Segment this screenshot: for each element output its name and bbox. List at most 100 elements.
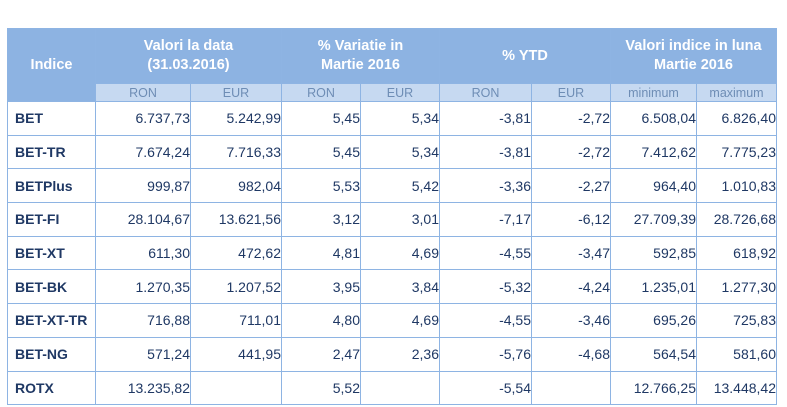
header-row: Indice Valori la data (31.03.2016) % Var… [7, 28, 777, 102]
table-cell: -4,55 [439, 303, 532, 338]
index-name: BET-XT [7, 235, 96, 271]
table-row: BETPlus 999,87 982,04 5,53 5,42 -3,36 -2,27 964… [7, 168, 777, 204]
table-cell: 592,85 [610, 235, 697, 271]
table-cell: 13.448,42 [696, 370, 777, 406]
table-cell: 5,34 [360, 101, 440, 136]
table-cell: -4,55 [439, 235, 532, 271]
table-cell: 441,95 [190, 336, 282, 372]
header-valori-luna: Valori indice in luna Martie 2016 [610, 28, 777, 84]
table-cell: 6.508,04 [610, 101, 697, 136]
table-row: BET-XT-TR 716,88 711,01 4,80 4,69 -4,55 -3,46 6… [7, 303, 777, 338]
table-cell: -2,27 [531, 168, 611, 204]
subheader-cell: EUR [190, 83, 282, 102]
table-cell: 1.277,30 [696, 269, 777, 305]
index-name: BET-BK [7, 269, 96, 305]
table-cell: 3,12 [281, 202, 361, 237]
table-cell: 711,01 [190, 303, 282, 338]
table-cell: -3,81 [439, 101, 532, 136]
table-cell: 564,54 [610, 336, 697, 372]
table-cell: 13.235,82 [95, 370, 191, 406]
table-cell: -3,81 [439, 134, 532, 170]
table-cell: -5,76 [439, 336, 532, 372]
table-cell: 12.766,25 [610, 370, 697, 406]
index-name: BET-TR [7, 134, 96, 170]
table-cell: 5,45 [281, 101, 361, 136]
table-row: BET 6.737,73 5.242,99 5,45 5,34 -3,81 -2,72 6.5… [7, 101, 777, 136]
table-cell: 725,83 [696, 303, 777, 338]
table-cell [190, 370, 282, 406]
table-cell: 27.709,39 [610, 202, 697, 237]
header-luna-line2: Martie 2016 [654, 57, 733, 73]
table-cell: 571,24 [95, 336, 191, 372]
table-cell: -7,17 [439, 202, 532, 237]
index-name: ROTX [7, 370, 96, 406]
table-cell: -3,36 [439, 168, 532, 204]
table-cell: 1.010,83 [696, 168, 777, 204]
index-name: BET-NG [7, 336, 96, 372]
table-cell: -6,12 [531, 202, 611, 237]
table-cell: 1.270,35 [95, 269, 191, 305]
table-cell: -2,72 [531, 134, 611, 170]
table-row: BET-FI 28.104,67 13.621,56 3,12 3,01 -7,17 -6,… [7, 202, 777, 237]
table-cell: -4,24 [531, 269, 611, 305]
header-luna-line1: Valori indice in luna [625, 38, 762, 54]
index-table: Indice Valori la data (31.03.2016) % Var… [7, 28, 777, 406]
table-cell: 4,81 [281, 235, 361, 271]
table-cell: 4,69 [360, 235, 440, 271]
table-cell: 3,95 [281, 269, 361, 305]
table-cell: 28.104,67 [95, 202, 191, 237]
index-name: BET [7, 101, 96, 136]
subheader-cell: RON [95, 83, 191, 102]
header-indice: Indice [7, 28, 96, 102]
table-cell: 2,36 [360, 336, 440, 372]
subheader-cell: RON [439, 83, 532, 102]
header-valori-line1: Valori la data [143, 38, 234, 54]
header-variatie-line2: Martie 2016 [321, 57, 400, 73]
table-cell: 999,87 [95, 168, 191, 204]
table-cell: 618,92 [696, 235, 777, 271]
table-cell: 7.775,23 [696, 134, 777, 170]
table-row: BET-TR 7.674,24 7.716,33 5,45 5,34 -3,81 -2,72… [7, 134, 777, 170]
table-row: BET-XT 611,30 472,62 4,81 4,69 -4,55 -3,47 592,… [7, 235, 777, 271]
table-cell: 3,84 [360, 269, 440, 305]
table-cell: 5,53 [281, 168, 361, 204]
table-cell: 1.207,52 [190, 269, 282, 305]
subheader-cell: EUR [360, 83, 440, 102]
table-cell: 6.826,40 [696, 101, 777, 136]
table-cell: 7.716,33 [190, 134, 282, 170]
table-cell: 5,42 [360, 168, 440, 204]
table-cell: 611,30 [95, 235, 191, 271]
table-cell: 2,47 [281, 336, 361, 372]
table-cell: -3,47 [531, 235, 611, 271]
table-cell: 581,60 [696, 336, 777, 372]
subheader-cell: maximum [696, 83, 777, 102]
table-cell: 472,62 [190, 235, 282, 271]
table-cell: 5.242,99 [190, 101, 282, 136]
subheader-row: RON EUR RON EUR RON EUR minimum maximum [8, 83, 777, 102]
table-cell: 716,88 [95, 303, 191, 338]
table-cell: 4,80 [281, 303, 361, 338]
table-cell: 1.235,01 [610, 269, 697, 305]
header-valori-la-data: Valori la data (31.03.2016) [95, 28, 282, 84]
subheader-cell: minimum [610, 83, 697, 102]
table-cell [531, 370, 611, 406]
index-name: BETPlus [7, 168, 96, 204]
table-cell: 695,26 [610, 303, 697, 338]
subheader-cell: RON [281, 83, 361, 102]
table-cell: 5,45 [281, 134, 361, 170]
table-cell: -4,68 [531, 336, 611, 372]
header-variatie: % Variatie in Martie 2016 [281, 28, 440, 84]
table-cell: 982,04 [190, 168, 282, 204]
table-cell: -5,32 [439, 269, 532, 305]
header-ytd: % YTD [439, 28, 611, 84]
table-cell: 28.726,68 [696, 202, 777, 237]
header-valori-line2: (31.03.2016) [147, 57, 230, 73]
table-cell: -3,46 [531, 303, 611, 338]
table-cell: 964,40 [610, 168, 697, 204]
table-row: ROTX 13.235,82 5,52 -5,54 12.766,25 13.448,42 [7, 370, 777, 406]
index-name: BET-FI [7, 202, 96, 237]
subheader-cell: EUR [531, 83, 611, 102]
table-row: BET-BK 1.270,35 1.207,52 3,95 3,84 -5,32 -4,24… [7, 269, 777, 305]
table-row: BET-NG 571,24 441,95 2,47 2,36 -5,76 -4,68 564,… [7, 336, 777, 372]
table-cell: 5,52 [281, 370, 361, 406]
